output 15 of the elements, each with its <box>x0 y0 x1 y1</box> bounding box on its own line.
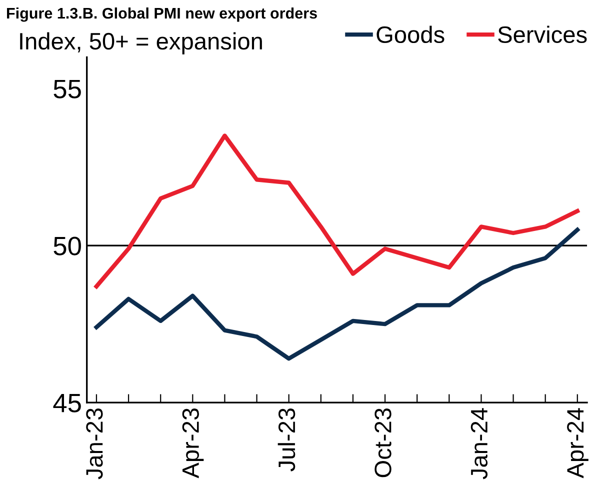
chart-title: Figure 1.3.B. Global PMI new export orders <box>7 7 317 22</box>
y-tick-label: 45 <box>53 394 81 412</box>
x-tick-label: Oct-23 <box>374 408 392 478</box>
x-tick-label: Jan-23 <box>86 408 103 480</box>
line-series <box>94 228 580 361</box>
legend-label: Services <box>498 26 587 44</box>
x-tick-label: Jul-23 <box>278 408 296 472</box>
legend-label: Goods <box>376 26 444 44</box>
chart-subtitle: Index, 50+ = expansion <box>20 32 262 54</box>
x-tick-label: Apr-23 <box>182 408 204 478</box>
line-series <box>94 134 580 288</box>
y-tick-label: 55 <box>54 80 81 98</box>
x-tick-label: Jan-24 <box>470 408 488 480</box>
y-tick-label: 50 <box>54 236 81 256</box>
x-tick-label: Apr-24 <box>567 408 588 478</box>
